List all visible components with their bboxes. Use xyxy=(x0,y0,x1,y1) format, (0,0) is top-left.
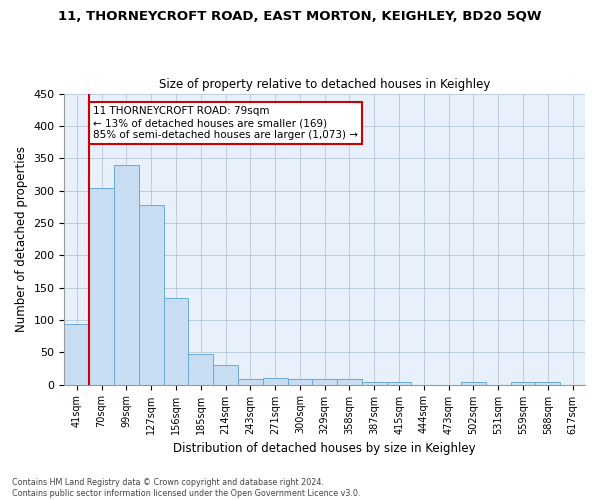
Bar xyxy=(287,380,313,384)
Bar xyxy=(213,364,238,384)
Bar xyxy=(188,354,213,384)
Y-axis label: Number of detached properties: Number of detached properties xyxy=(15,146,28,332)
Bar xyxy=(313,380,337,384)
Bar xyxy=(89,188,114,384)
Bar xyxy=(263,378,287,384)
Bar xyxy=(461,382,486,384)
Bar xyxy=(535,382,560,384)
Bar xyxy=(64,324,89,384)
Text: Contains HM Land Registry data © Crown copyright and database right 2024.
Contai: Contains HM Land Registry data © Crown c… xyxy=(12,478,361,498)
X-axis label: Distribution of detached houses by size in Keighley: Distribution of detached houses by size … xyxy=(173,442,476,455)
Bar xyxy=(362,382,386,384)
Bar xyxy=(114,166,139,384)
Bar xyxy=(238,378,263,384)
Bar xyxy=(164,298,188,384)
Bar xyxy=(386,382,412,384)
Bar xyxy=(511,382,535,384)
Text: 11, THORNEYCROFT ROAD, EAST MORTON, KEIGHLEY, BD20 5QW: 11, THORNEYCROFT ROAD, EAST MORTON, KEIG… xyxy=(58,10,542,23)
Text: 11 THORNEYCROFT ROAD: 79sqm
← 13% of detached houses are smaller (169)
85% of se: 11 THORNEYCROFT ROAD: 79sqm ← 13% of det… xyxy=(93,106,358,140)
Title: Size of property relative to detached houses in Keighley: Size of property relative to detached ho… xyxy=(159,78,490,91)
Bar xyxy=(139,205,164,384)
Bar xyxy=(337,378,362,384)
